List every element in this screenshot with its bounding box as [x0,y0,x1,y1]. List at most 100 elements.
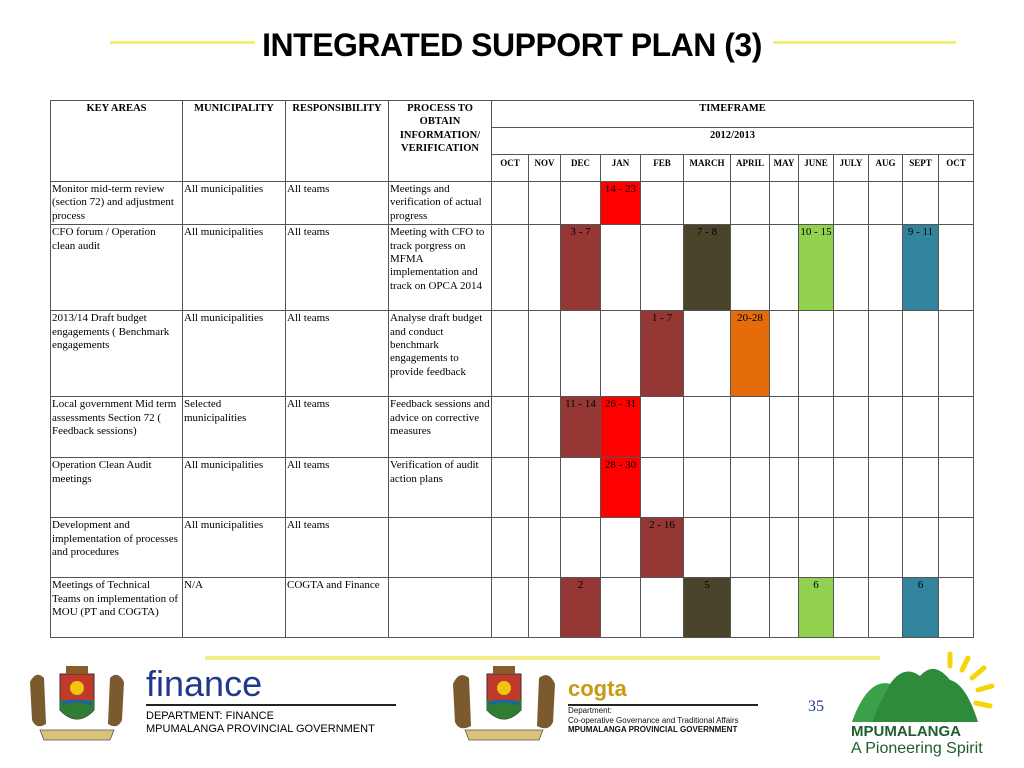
timeframe-cell [600,310,641,398]
slide-title: INTEGRATED SUPPORT PLAN (3) [262,27,762,63]
timeframe-cell: 26 - 31 [600,396,641,459]
municipality-cell: Selected municipalities [182,396,286,459]
month-header: FEB [640,154,684,182]
timeframe-cell [528,180,561,226]
timeframe-cell [833,310,869,398]
timeframe-cell [937,396,975,459]
timeframe-cell [798,180,834,226]
month-header: NOV [528,154,561,182]
timeframe-cell [769,224,799,312]
key-area-cell: Meetings of Technical Teams on implement… [50,577,183,639]
timeframe-cell [730,457,770,519]
timeframe-cell: 3 - 7 [560,224,601,312]
month-header: OCT [937,154,975,182]
timeframe-cell [640,224,684,312]
month-header: AUG [868,154,903,182]
header-municipality: MUNICIPALITY [182,100,286,182]
header-year: 2012/2013 [490,127,975,155]
timeframe-cell [528,517,561,579]
municipality-cell: All municipalities [182,310,286,398]
timeframe-cell [730,577,770,639]
timeframe-cell [769,310,799,398]
responsibility-cell: All teams [285,180,389,226]
process-cell: Meetings and verification of actual prog… [388,180,492,226]
timeframe-cell [902,396,939,459]
cogta-department: Department: Co-operative Governance and … [568,706,739,735]
municipality-cell: N/A [182,577,286,639]
title-decoration-right [773,41,956,44]
timeframe-cell [769,457,799,519]
responsibility-cell: All teams [285,310,389,398]
cogta-logo-rule [568,704,758,706]
process-cell: Verification of audit action plans [388,457,492,519]
municipality-cell: All municipalities [182,180,286,226]
process-cell [388,517,492,579]
table-row: Monitor mid-term review (section 72) and… [50,180,975,226]
timeframe-cell [491,577,529,639]
timeframe-cell [833,396,869,459]
timeframe-cell [937,180,975,226]
timeframe-cell [528,457,561,519]
timeframe-cell: 20-28 [730,310,770,398]
key-area-cell: Local government Mid term assessments Se… [50,396,183,459]
table-row: Development and implementation of proces… [50,517,975,579]
timeframe-cell: 28 - 30 [600,457,641,519]
timeframe-cell [491,224,529,312]
key-area-cell: 2013/14 Draft budget engagements ( Bench… [50,310,183,398]
mpumalanga-sun-logo-icon [852,651,995,722]
timeframe-cell [868,517,903,579]
timeframe-cell: 1 - 7 [640,310,684,398]
month-header: OCT [491,154,529,182]
timeframe-cell [833,224,869,312]
timeframe-cell: 10 - 15 [798,224,834,312]
timeframe-cell [730,517,770,579]
timeframe-cell [528,577,561,639]
key-area-cell: Development and implementation of proces… [50,517,183,579]
timeframe-cell [937,457,975,519]
timeframe-cell [560,517,601,579]
timeframe-cell [868,310,903,398]
timeframe-cell [730,224,770,312]
timeframe-cell [640,577,684,639]
timeframe-cell [491,310,529,398]
cogta-department-line3: MPUMALANGA PROVINCIAL GOVERNMENT [568,725,738,734]
process-cell [388,577,492,639]
table-row: Operation Clean Audit meetings All munici… [50,457,975,519]
timeframe-cell [730,396,770,459]
process-cell: Feedback sessions and advice on correcti… [388,396,492,459]
timeframe-cell [769,180,799,226]
timeframe-cell [798,517,834,579]
timeframe-cell: 9 - 11 [902,224,939,312]
responsibility-cell: All teams [285,396,389,459]
table-row: Meetings of Technical Teams on implement… [50,577,975,639]
timeframe-cell [769,396,799,459]
cogta-department-line1: Department: [568,706,613,715]
timeframe-cell [902,517,939,579]
timeframe-cell [833,517,869,579]
timeframe-cell [833,577,869,639]
timeframe-cell [491,396,529,459]
timeframe-cell [798,310,834,398]
timeframe-cell [937,224,975,312]
key-area-cell: CFO forum / Operation clean audit [50,224,183,312]
timeframe-cell: 6 [902,577,939,639]
finance-logo-rule [146,704,396,706]
municipality-cell: All municipalities [182,224,286,312]
timeframe-cell [528,396,561,459]
municipality-cell: All municipalities [182,517,286,579]
timeframe-cell [868,577,903,639]
coat-of-arms-icon [30,666,124,741]
timeframe-cell [683,457,731,519]
finance-logo-text: finance [146,663,263,704]
header-key-areas: KEY AREAS [50,100,183,182]
timeframe-cell [600,577,641,639]
timeframe-cell [798,396,834,459]
table-row: CFO forum / Operation clean audit All mun… [50,224,975,312]
mpumalanga-name: MPUMALANGA [851,723,961,740]
month-header: MAY [769,154,799,182]
timeframe-cell [528,224,561,312]
timeframe-cell [902,310,939,398]
finance-department-line1: DEPARTMENT: FINANCE [146,710,274,722]
month-header: JUNE [798,154,834,182]
timeframe-cell [769,577,799,639]
